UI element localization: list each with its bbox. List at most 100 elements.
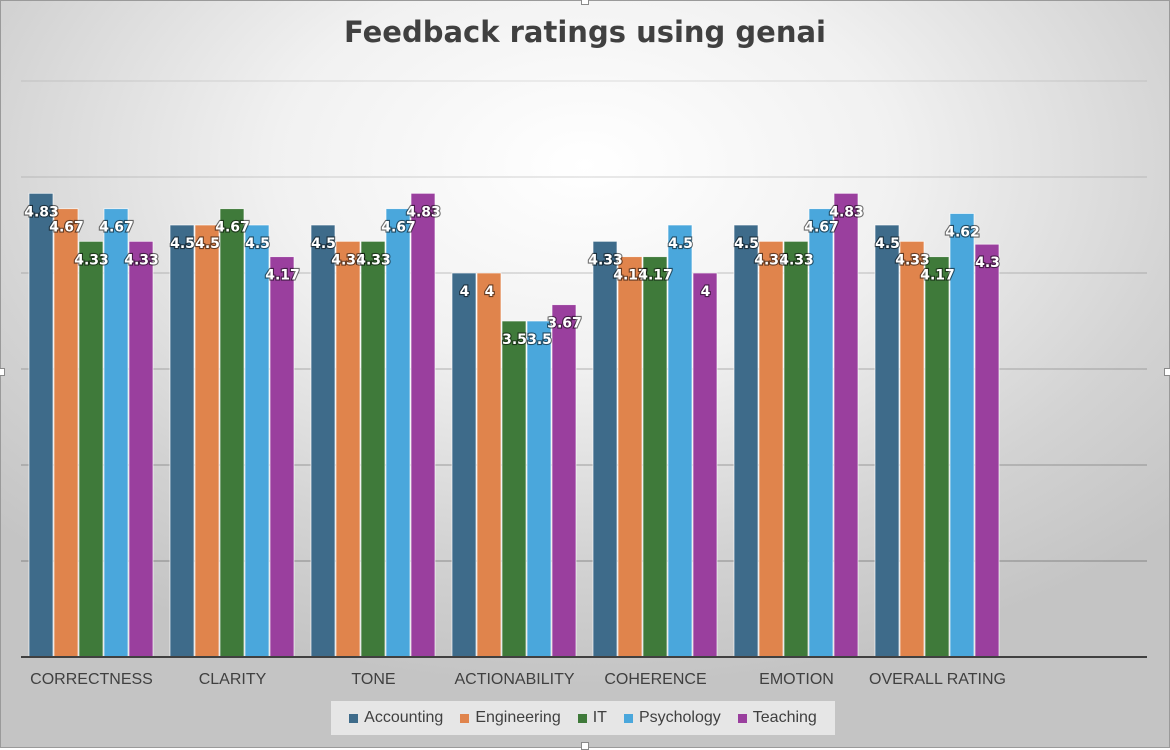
legend-label: Engineering xyxy=(475,709,561,726)
bar-psychology-emotion[interactable] xyxy=(808,208,834,658)
resize-handle-left[interactable] xyxy=(0,368,5,376)
bar-teaching-emotion[interactable] xyxy=(833,192,859,658)
legend-label: Teaching xyxy=(752,709,817,726)
bar-teaching-coherence[interactable] xyxy=(692,272,718,658)
x-tick-label: ACTIONABILITY xyxy=(454,671,574,688)
bar-it-tone[interactable] xyxy=(360,240,386,658)
x-tick-label: TONE xyxy=(351,671,395,688)
bar-accounting-coherence[interactable] xyxy=(592,240,618,658)
bar-teaching-correctness[interactable] xyxy=(128,240,154,658)
resize-handle-right[interactable] xyxy=(1164,368,1170,376)
data-label: 4.5 xyxy=(668,236,693,252)
resize-handle-top[interactable] xyxy=(581,0,589,5)
bar-engineering-overall-rating[interactable] xyxy=(899,240,925,658)
bar-teaching-tone[interactable] xyxy=(410,192,436,658)
legend-item-psychology[interactable]: Psychology xyxy=(623,709,721,727)
legend-item-teaching[interactable]: Teaching xyxy=(737,709,817,727)
data-label: 4.62 xyxy=(945,224,980,240)
bars xyxy=(28,192,1000,658)
bar-teaching-clarity[interactable] xyxy=(269,256,295,658)
data-label: 4.33 xyxy=(331,252,366,268)
bar-engineering-actionability[interactable] xyxy=(476,272,502,658)
legend-label: Psychology xyxy=(638,709,721,726)
legend-label: IT xyxy=(592,709,607,726)
bar-it-coherence[interactable] xyxy=(642,256,668,658)
data-label: 4.17 xyxy=(920,268,955,284)
bar-psychology-clarity[interactable] xyxy=(244,224,270,658)
chart-title: Feedback ratings using genai xyxy=(344,15,826,49)
data-label: 4.67 xyxy=(804,220,839,236)
x-tick-label: OVERALL RATING xyxy=(869,671,1006,688)
bar-engineering-clarity[interactable] xyxy=(194,224,220,658)
data-label: 4.17 xyxy=(638,268,673,284)
data-label: 3.5 xyxy=(502,332,527,348)
legend-swatch xyxy=(623,713,633,723)
legend-swatch xyxy=(737,713,747,723)
legend-swatch xyxy=(349,713,359,723)
data-label: 4.33 xyxy=(588,252,623,268)
data-label: 4.5 xyxy=(311,236,336,252)
bar-psychology-overall-rating[interactable] xyxy=(949,213,975,658)
legend-item-accounting[interactable]: Accounting xyxy=(349,709,443,727)
resize-handle-bottom[interactable] xyxy=(581,742,589,750)
bar-it-emotion[interactable] xyxy=(783,240,809,658)
bar-accounting-correctness[interactable] xyxy=(28,192,54,658)
bar-engineering-correctness[interactable] xyxy=(53,208,79,658)
x-tick-label: COHERENCE xyxy=(604,671,706,688)
legend-item-engineering[interactable]: Engineering xyxy=(460,709,561,727)
bar-engineering-tone[interactable] xyxy=(335,240,361,658)
bar-accounting-tone[interactable] xyxy=(310,224,336,658)
legend-item-it[interactable]: IT xyxy=(577,709,607,727)
data-label: 4.33 xyxy=(779,252,814,268)
x-tick-label: EMOTION xyxy=(759,671,834,688)
bar-it-overall-rating[interactable] xyxy=(924,256,950,658)
data-label: 4.17 xyxy=(613,268,648,284)
data-label: 4.83 xyxy=(829,204,864,220)
data-label: 4.33 xyxy=(356,252,391,268)
data-label: 4.67 xyxy=(99,220,134,236)
data-label: 4.5 xyxy=(170,236,195,252)
data-label: 4.17 xyxy=(265,268,300,284)
bar-psychology-actionability[interactable] xyxy=(526,320,552,658)
bar-engineering-emotion[interactable] xyxy=(758,240,784,658)
legend-swatch xyxy=(577,713,587,723)
bar-accounting-overall-rating[interactable] xyxy=(874,224,900,658)
bar-teaching-overall-rating[interactable] xyxy=(974,243,1000,658)
data-label: 4.5 xyxy=(875,236,900,252)
data-label: 4.67 xyxy=(381,220,416,236)
bar-teaching-actionability[interactable] xyxy=(551,304,577,658)
data-labels: 4.834.674.334.674.334.5 4.54.674.54.174.5… xyxy=(23,203,1001,349)
x-tick-label: CLARITY xyxy=(199,671,267,688)
data-label: 4.33 xyxy=(74,252,109,268)
data-label: 4.5 xyxy=(195,236,220,252)
bar-psychology-coherence[interactable] xyxy=(667,224,693,658)
bar-psychology-tone[interactable] xyxy=(385,208,411,658)
data-label: 4 xyxy=(701,284,711,300)
bar-accounting-actionability[interactable] xyxy=(451,272,477,658)
data-label: 4.3 xyxy=(975,255,1000,271)
data-label: 4.33 xyxy=(124,252,159,268)
legend: Accounting Engineering IT Psychology Teachin… xyxy=(331,701,835,735)
bar-psychology-correctness[interactable] xyxy=(103,208,129,658)
data-label: 4.5 xyxy=(734,236,759,252)
bar-engineering-coherence[interactable] xyxy=(617,256,643,658)
data-label: 3.5 xyxy=(527,332,552,348)
x-axis: CORRECTNESS CLARITY TONE ACTIONABILITY COHER… xyxy=(21,656,1147,688)
legend-swatch xyxy=(460,713,470,723)
bar-it-actionability[interactable] xyxy=(501,320,527,658)
legend-label: Accounting xyxy=(364,709,444,726)
data-label: 4.83 xyxy=(406,204,441,220)
data-label: 4.83 xyxy=(24,204,59,220)
data-label: 4 xyxy=(485,284,495,300)
data-label: 4.5 xyxy=(245,236,270,252)
bar-accounting-clarity[interactable] xyxy=(169,224,195,658)
data-label: 4.33 xyxy=(754,252,789,268)
bar-it-correctness[interactable] xyxy=(78,240,104,658)
data-label: 3.67 xyxy=(547,316,582,332)
bar-it-clarity[interactable] xyxy=(219,208,245,658)
data-label: 4.33 xyxy=(895,252,930,268)
data-label: 4.67 xyxy=(215,220,250,236)
bar-accounting-emotion[interactable] xyxy=(733,224,759,658)
